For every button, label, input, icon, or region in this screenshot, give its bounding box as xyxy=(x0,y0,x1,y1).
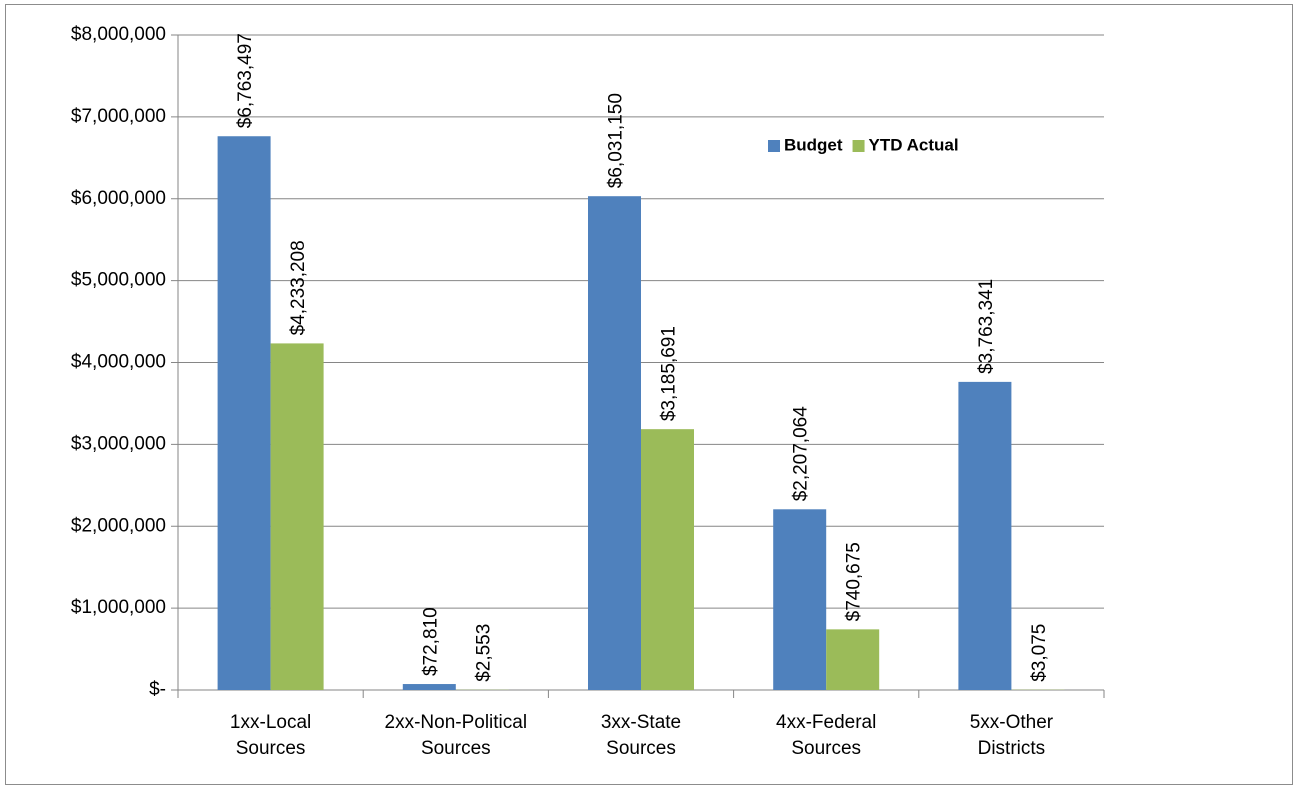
y-tick-label: $8,000,000 xyxy=(71,24,166,45)
y-tick-label: $2,000,000 xyxy=(71,515,166,536)
bar xyxy=(773,509,826,690)
x-tick-label-line: Sources xyxy=(421,738,491,759)
legend-label: YTD Actual xyxy=(869,135,959,154)
bar xyxy=(588,196,641,690)
bar xyxy=(218,136,271,690)
x-tick-label-line: Sources xyxy=(791,738,861,759)
x-tick-label-line: 5xx-Other xyxy=(970,712,1054,733)
x-tick-label-line: Sources xyxy=(606,738,676,759)
legend-swatch xyxy=(768,140,780,152)
y-tick-label: $7,000,000 xyxy=(71,106,166,127)
y-tick-label: $4,000,000 xyxy=(71,352,166,373)
x-tick-label-line: 2xx-Non-Political xyxy=(385,712,528,733)
y-tick-label: $3,000,000 xyxy=(71,433,166,454)
y-tick-label: $- xyxy=(149,679,166,700)
bar xyxy=(641,429,694,690)
bar xyxy=(403,684,456,690)
data-label: $2,553 xyxy=(473,624,494,682)
legend-swatch xyxy=(853,140,865,152)
bar xyxy=(826,629,879,690)
data-label: $3,763,341 xyxy=(976,279,997,374)
data-label: $6,031,150 xyxy=(606,93,627,188)
legend-label: Budget xyxy=(784,135,843,154)
x-tick-label-line: Sources xyxy=(236,738,306,759)
y-tick-label: $1,000,000 xyxy=(71,597,166,618)
bar xyxy=(958,382,1011,690)
x-tick-label-line: 3xx-State xyxy=(601,712,681,733)
bar xyxy=(271,343,324,690)
y-tick-label: $6,000,000 xyxy=(71,188,166,209)
x-tick-label-line: 4xx-Federal xyxy=(776,712,876,733)
y-tick-label: $5,000,000 xyxy=(71,270,166,291)
data-label: $3,075 xyxy=(1029,624,1050,682)
data-label: $740,675 xyxy=(844,542,865,621)
data-label: $6,763,497 xyxy=(235,33,256,128)
x-tick-label-line: 1xx-Local xyxy=(230,712,311,733)
data-label: $4,233,208 xyxy=(288,240,309,335)
data-label: $3,185,691 xyxy=(659,326,680,421)
data-label: $2,207,064 xyxy=(791,406,812,502)
data-label: $72,810 xyxy=(420,607,441,676)
x-tick-label-line: Districts xyxy=(978,738,1046,759)
